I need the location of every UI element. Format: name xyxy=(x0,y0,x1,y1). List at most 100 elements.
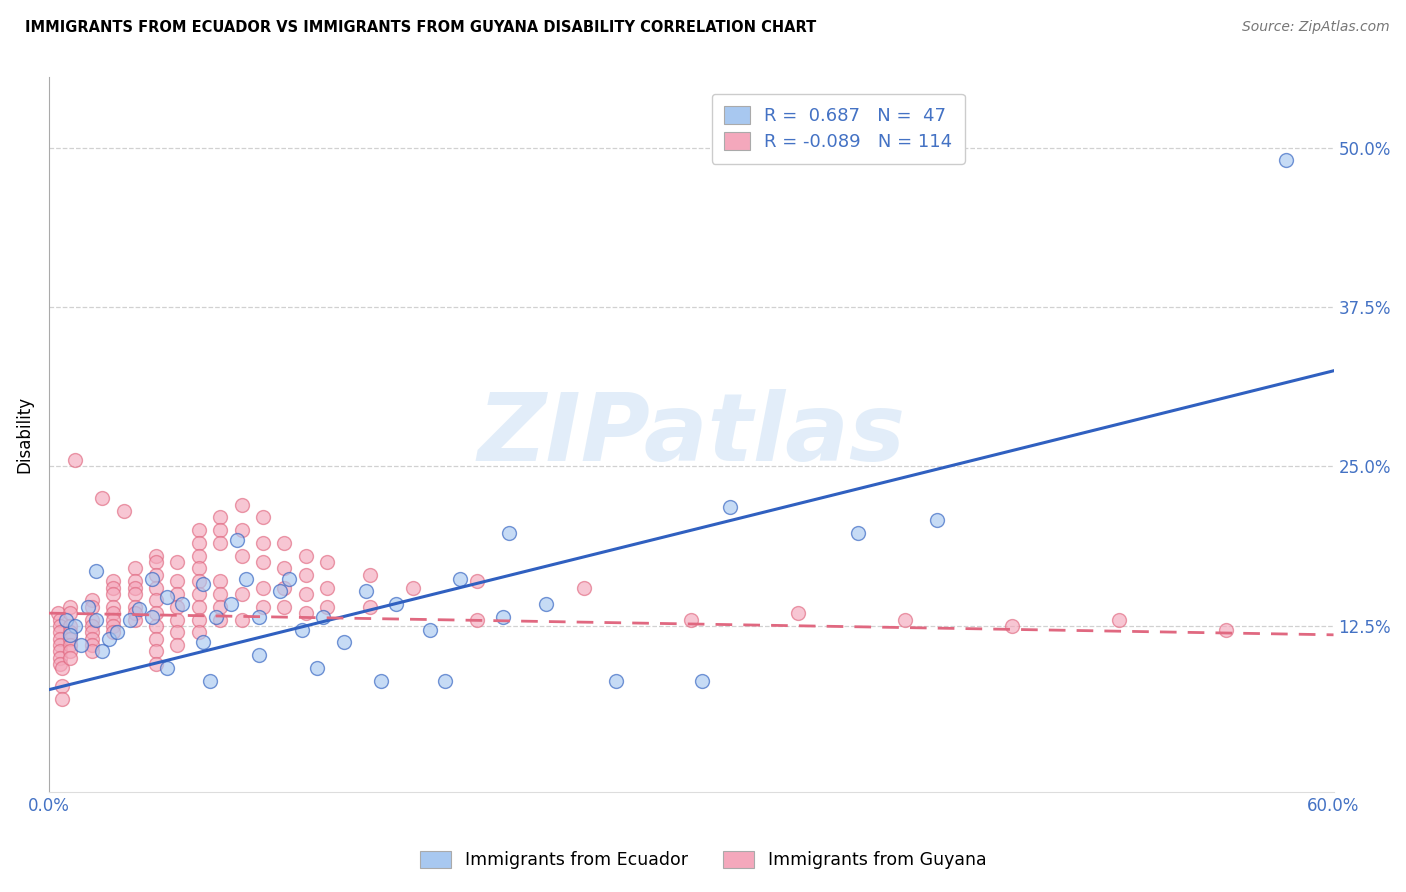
Point xyxy=(46,606,69,620)
Point xyxy=(226,533,249,548)
Point xyxy=(252,555,274,569)
Point xyxy=(252,581,274,595)
Point xyxy=(295,549,318,563)
Point xyxy=(145,549,167,563)
Text: Source: ZipAtlas.com: Source: ZipAtlas.com xyxy=(1241,20,1389,34)
Point xyxy=(124,581,146,595)
Point xyxy=(277,572,299,586)
Point xyxy=(145,581,167,595)
Point xyxy=(59,644,82,658)
Point xyxy=(690,673,713,688)
Point xyxy=(80,625,103,640)
Point xyxy=(70,638,93,652)
Point xyxy=(252,536,274,550)
Point xyxy=(574,581,596,595)
Point xyxy=(846,525,869,540)
Point xyxy=(231,549,253,563)
Point xyxy=(166,625,188,640)
Point xyxy=(449,572,471,586)
Point xyxy=(231,613,253,627)
Point xyxy=(354,584,377,599)
Point xyxy=(231,587,253,601)
Point xyxy=(187,574,209,589)
Point xyxy=(107,625,129,640)
Point xyxy=(316,555,339,569)
Point xyxy=(91,491,114,506)
Point xyxy=(145,606,167,620)
Point xyxy=(1215,623,1237,637)
Point xyxy=(927,513,949,527)
Point xyxy=(51,661,73,675)
Point xyxy=(97,632,120,646)
Point xyxy=(333,635,356,649)
Point xyxy=(316,599,339,614)
Point xyxy=(247,610,270,624)
Point xyxy=(247,648,270,663)
Point xyxy=(187,613,209,627)
Point xyxy=(605,673,627,688)
Point xyxy=(359,599,381,614)
Y-axis label: Disability: Disability xyxy=(15,396,32,473)
Point xyxy=(124,613,146,627)
Point xyxy=(63,619,86,633)
Point xyxy=(295,567,318,582)
Point xyxy=(59,638,82,652)
Point xyxy=(402,581,425,595)
Point xyxy=(370,673,392,688)
Point xyxy=(681,613,703,627)
Point xyxy=(76,599,98,614)
Point xyxy=(80,619,103,633)
Point xyxy=(187,599,209,614)
Point xyxy=(59,628,82,642)
Point xyxy=(124,561,146,575)
Point xyxy=(63,453,86,467)
Point xyxy=(492,610,515,624)
Point xyxy=(718,500,741,515)
Point xyxy=(235,572,257,586)
Point xyxy=(191,635,214,649)
Point xyxy=(145,555,167,569)
Point xyxy=(273,599,295,614)
Point xyxy=(209,587,232,601)
Point xyxy=(231,523,253,537)
Point xyxy=(273,536,295,550)
Point xyxy=(51,679,73,693)
Point xyxy=(209,510,232,524)
Point xyxy=(465,613,488,627)
Point xyxy=(156,590,179,604)
Point xyxy=(103,625,125,640)
Point xyxy=(231,498,253,512)
Point xyxy=(59,625,82,640)
Point xyxy=(166,638,188,652)
Point xyxy=(209,574,232,589)
Point xyxy=(141,610,163,624)
Point xyxy=(80,644,103,658)
Point xyxy=(252,510,274,524)
Point xyxy=(305,661,328,675)
Point xyxy=(273,581,295,595)
Point xyxy=(156,661,179,675)
Point xyxy=(316,581,339,595)
Point xyxy=(252,599,274,614)
Point xyxy=(59,606,82,620)
Point xyxy=(48,613,70,627)
Point xyxy=(1108,613,1130,627)
Point xyxy=(124,587,146,601)
Point xyxy=(112,504,135,518)
Legend: R =  0.687   N =  47, R = -0.089   N = 114: R = 0.687 N = 47, R = -0.089 N = 114 xyxy=(711,94,965,164)
Point xyxy=(48,657,70,672)
Point xyxy=(145,619,167,633)
Point xyxy=(103,574,125,589)
Point xyxy=(166,613,188,627)
Point xyxy=(209,523,232,537)
Point xyxy=(434,673,457,688)
Point xyxy=(84,613,107,627)
Point xyxy=(219,597,242,611)
Point xyxy=(1001,619,1024,633)
Point xyxy=(103,587,125,601)
Point xyxy=(205,610,228,624)
Point xyxy=(787,606,810,620)
Point xyxy=(145,657,167,672)
Point xyxy=(498,525,520,540)
Point xyxy=(124,574,146,589)
